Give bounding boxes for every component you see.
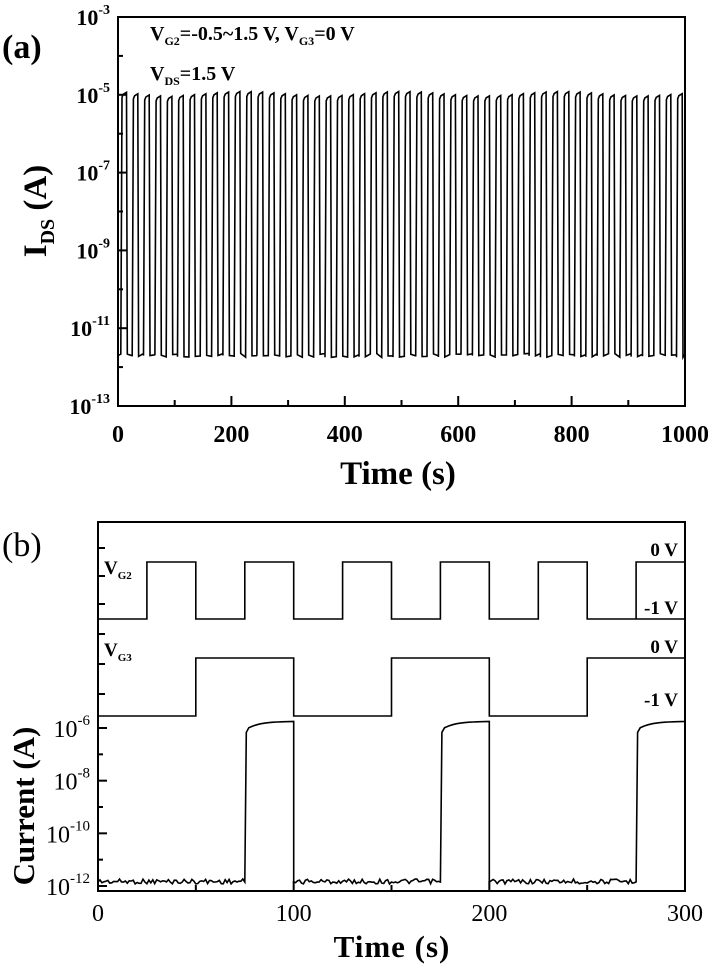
panel-b-vg2-high-label: 0 V <box>650 540 678 561</box>
panel-b-x-axis-label: Time (s) <box>334 929 451 964</box>
panel-a-annotation-drain-bias: VDS=1.5 V <box>150 63 236 88</box>
panel-b-x-tick-label: 300 <box>667 901 703 927</box>
panel-a-y-tick-label: 10-11 <box>70 314 110 341</box>
panel-b-vg3-high-label: 0 V <box>650 637 678 658</box>
panel-b-vg2-trace <box>98 561 686 620</box>
panel-b-y-tick-label: 10-10 <box>46 818 90 848</box>
panel-b-y-tick-label: 10-12 <box>46 871 90 901</box>
panel-a-y-tick-label: 10-7 <box>76 159 110 186</box>
panel-b-y-tick-label: 10-8 <box>54 766 91 796</box>
panel-a-ids-trace <box>117 90 686 361</box>
panel-a: (a) 10-3 10-5 10-7 10-9 10-11 10-13 0 200 400 60… <box>2 3 708 492</box>
panel-a-y-tick-label: 10-13 <box>69 392 110 419</box>
panel-b-x-tick-label: 100 <box>276 901 312 927</box>
panel-a-x-ticks: 0 200 400 600 800 1000 <box>112 396 708 448</box>
panel-a-y-ticks: 10-3 10-5 10-7 10-9 10-11 10-13 <box>69 3 127 419</box>
panel-b-vg3-low-label: -1 V <box>644 690 678 711</box>
panel-a-label: (a) <box>2 29 42 66</box>
panel-a-x-tick-label: 1000 <box>661 422 708 448</box>
panel-b-vg2-label: VG2 <box>104 558 132 582</box>
panel-a-y-axis-label: IDS (A) <box>18 165 59 257</box>
panel-a-x-tick-label: 200 <box>213 422 249 448</box>
panel-a-x-tick-label: 800 <box>554 422 590 448</box>
panel-a-y-tick-label: 10-3 <box>76 3 110 30</box>
panel-a-x-tick-label: 400 <box>327 422 363 448</box>
panel-a-y-tick-label: 10-9 <box>76 236 110 263</box>
panel-b-x-ticks: 0 100 200 300 <box>92 881 703 927</box>
panel-b-vg2-low-label: -1 V <box>644 598 678 619</box>
panel-a-annotation-gate-bias: VG2=-0.5~1.5 V, VG3=0 V <box>150 23 355 48</box>
panel-b-y-axis-label: Current (A) <box>6 727 41 886</box>
panel-b-current-trace <box>97 720 686 886</box>
panel-b-label: (b) <box>2 527 42 564</box>
panel-b-x-tick-label: 200 <box>471 901 507 927</box>
panel-a-x-axis-label: Time (s) <box>340 456 456 492</box>
panel-b-vg3-trace <box>98 657 685 717</box>
panel-b-y-tick-label: 10-6 <box>54 713 91 743</box>
panel-b: (b) 10-6 10-8 10-10 10-12 0 100 200 300 VG2 VG… <box>2 521 703 964</box>
panel-a-x-tick-label: 600 <box>440 422 476 448</box>
panel-b-y-ticks: 10-6 10-8 10-10 10-12 <box>46 547 107 901</box>
panel-b-vg3-label: VG3 <box>104 640 132 664</box>
panel-a-y-tick-label: 10-5 <box>76 81 110 108</box>
panel-a-x-tick-label: 0 <box>112 422 124 448</box>
panel-b-x-tick-label: 0 <box>92 901 104 927</box>
